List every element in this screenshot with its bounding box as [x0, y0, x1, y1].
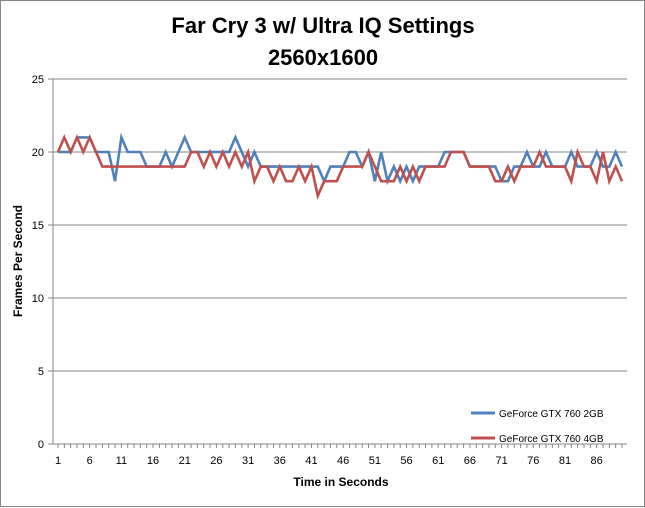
y-tick-label-20: 20: [32, 147, 44, 159]
axes: [48, 78, 627, 448]
x-tick-label-71: 71: [495, 455, 507, 467]
x-tick-label-66: 66: [464, 455, 476, 467]
x-tick-label-26: 26: [210, 455, 222, 467]
gridlines: [53, 78, 627, 372]
x-tick-label-31: 31: [242, 455, 254, 467]
x-tick-label-11: 11: [116, 455, 127, 467]
series-line-4gb: [56, 134, 624, 201]
y-tick-label-5: 5: [38, 366, 44, 378]
x-tick-labels: 1 6 11 16 21 26 31 36 41 46 51 56 61 66 71 76 81 86: [55, 455, 603, 467]
chart-title: Far Cry 3 w/ Ultra IQ Settings: [171, 13, 474, 38]
legend-label-2gb: GeForce GTX 760 2GB: [499, 409, 604, 420]
y-axis-title: Frames Per Second: [11, 205, 25, 317]
x-tick-label-41: 41: [305, 455, 317, 467]
x-tick-label-76: 76: [527, 455, 539, 467]
x-tick-label-21: 21: [179, 455, 191, 467]
y-tick-label-25: 25: [32, 74, 44, 86]
x-tick-label-56: 56: [400, 455, 412, 467]
y-tick-label-10: 10: [32, 293, 44, 305]
x-tick-label-61: 61: [432, 455, 444, 467]
legend-label-4gb: GeForce GTX 760 4GB: [499, 434, 604, 445]
chart-subtitle: 2560x1600: [268, 45, 378, 70]
x-tick-label-6: 6: [87, 455, 93, 467]
y-tick-label-0: 0: [38, 439, 44, 451]
x-tick-label-86: 86: [591, 455, 603, 467]
legend: GeForce GTX 760 2GB GeForce GTX 760 4GB: [471, 409, 604, 445]
y-tick-label-15: 15: [32, 220, 44, 232]
y-tick-labels: 0 5 10 15 20 25: [32, 74, 44, 451]
x-tick-label-36: 36: [274, 455, 286, 467]
x-tick-label-81: 81: [559, 455, 571, 467]
x-tick-label-16: 16: [147, 455, 159, 467]
x-tick-label-46: 46: [337, 455, 349, 467]
x-axis-title: Time in Seconds: [293, 475, 388, 489]
series-lines: [56, 132, 624, 201]
x-tick-label-51: 51: [369, 455, 381, 467]
x-tick-label-1: 1: [55, 455, 61, 467]
